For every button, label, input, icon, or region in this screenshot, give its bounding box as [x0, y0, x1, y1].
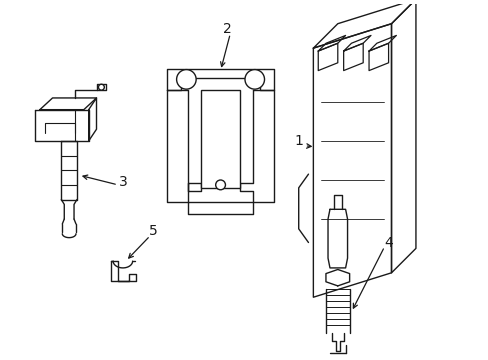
Polygon shape	[343, 35, 370, 51]
Polygon shape	[391, 0, 415, 273]
Polygon shape	[62, 224, 76, 238]
Text: 5: 5	[148, 224, 157, 238]
Polygon shape	[368, 35, 396, 51]
Circle shape	[98, 84, 104, 90]
Polygon shape	[368, 43, 388, 71]
Polygon shape	[40, 98, 96, 110]
Polygon shape	[318, 43, 337, 71]
Polygon shape	[188, 202, 252, 214]
Circle shape	[215, 180, 225, 190]
Polygon shape	[343, 43, 363, 71]
Text: 3: 3	[118, 175, 127, 189]
Polygon shape	[166, 90, 201, 202]
Circle shape	[244, 69, 264, 89]
Circle shape	[176, 69, 196, 89]
Polygon shape	[325, 270, 349, 286]
Polygon shape	[313, 0, 415, 48]
Polygon shape	[111, 261, 135, 280]
Polygon shape	[166, 69, 274, 90]
Polygon shape	[61, 141, 77, 199]
Text: 1: 1	[294, 134, 303, 148]
Text: 2: 2	[223, 22, 231, 36]
Polygon shape	[313, 24, 391, 297]
Polygon shape	[327, 209, 347, 268]
Polygon shape	[318, 35, 345, 51]
Text: 4: 4	[384, 235, 392, 249]
Polygon shape	[88, 98, 96, 141]
Polygon shape	[35, 110, 88, 141]
Polygon shape	[240, 90, 274, 202]
Bar	[201, 90, 240, 188]
